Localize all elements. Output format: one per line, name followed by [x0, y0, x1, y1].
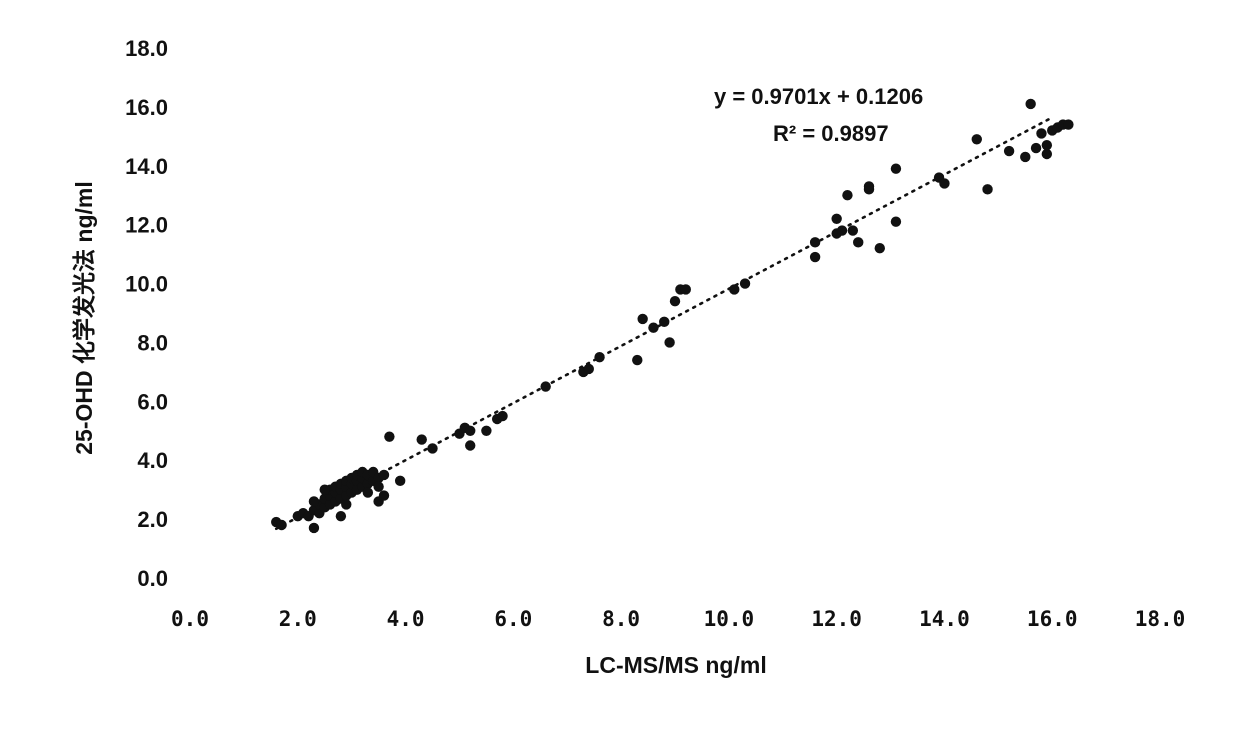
- data-point: [853, 237, 863, 247]
- data-point: [864, 181, 874, 191]
- data-point: [632, 355, 642, 365]
- data-point: [379, 490, 389, 500]
- x-tick-label: 6.0: [494, 607, 532, 631]
- data-point: [891, 217, 901, 227]
- x-tick-label: 2.0: [279, 607, 317, 631]
- data-point: [427, 443, 437, 453]
- data-point: [373, 482, 383, 492]
- data-point: [681, 284, 691, 294]
- data-point: [810, 237, 820, 247]
- data-point: [1020, 152, 1030, 162]
- x-tick-label: 16.0: [1027, 607, 1078, 631]
- data-point: [395, 476, 405, 486]
- data-point: [320, 484, 330, 494]
- data-point: [670, 296, 680, 306]
- data-point: [465, 440, 475, 450]
- data-point: [659, 317, 669, 327]
- data-point: [594, 352, 604, 362]
- y-tick-labels: 0.0 2.0 4.0 6.0 8.0 10.0 12.0 14.0 16.0 18.0: [125, 36, 168, 591]
- y-tick-label: 8.0: [137, 330, 168, 355]
- data-point: [584, 364, 594, 374]
- x-tick-label: 8.0: [602, 607, 640, 631]
- x-axis-label: LC-MS/MS ng/ml: [585, 652, 766, 678]
- data-point: [740, 278, 750, 288]
- data-point: [837, 225, 847, 235]
- data-point: [810, 252, 820, 262]
- data-point: [982, 184, 992, 194]
- x-tick-label: 10.0: [704, 607, 755, 631]
- r-squared-annotation: R² = 0.9897: [773, 121, 889, 146]
- y-tick-label: 10.0: [125, 272, 168, 297]
- data-point: [276, 520, 286, 530]
- equation-annotation: y = 0.9701x + 0.1206: [714, 84, 923, 109]
- data-point: [637, 314, 647, 324]
- y-tick-label: 14.0: [125, 154, 168, 179]
- data-point: [729, 284, 739, 294]
- x-tick-label: 18.0: [1135, 607, 1186, 631]
- data-point: [1025, 99, 1035, 109]
- y-tick-label: 4.0: [137, 448, 168, 473]
- y-tick-label: 0.0: [137, 566, 168, 591]
- data-point: [336, 511, 346, 521]
- data-point: [417, 434, 427, 444]
- data-point: [848, 225, 858, 235]
- data-point: [379, 470, 389, 480]
- data-point: [831, 214, 841, 224]
- data-point: [1042, 140, 1052, 150]
- x-tick-labels: 0.0 2.0 4.0 6.0 8.0 10.0 12.0 14.0 16.0 18.0: [171, 607, 1185, 631]
- data-point: [648, 323, 658, 333]
- data-point: [384, 431, 394, 441]
- data-point: [309, 496, 319, 506]
- data-point: [875, 243, 885, 253]
- data-point: [363, 487, 373, 497]
- data-point: [891, 164, 901, 174]
- data-point: [842, 190, 852, 200]
- data-point: [465, 426, 475, 436]
- y-tick-label: 12.0: [125, 213, 168, 238]
- y-tick-label: 18.0: [125, 36, 168, 61]
- x-tick-label: 14.0: [919, 607, 970, 631]
- data-point: [1031, 143, 1041, 153]
- data-point: [664, 337, 674, 347]
- y-tick-label: 16.0: [125, 95, 168, 120]
- x-tick-label: 12.0: [811, 607, 862, 631]
- y-axis-label: 25-OHD 化学发光法 ng/ml: [71, 181, 97, 454]
- data-point: [341, 499, 351, 509]
- x-tick-label: 0.0: [171, 607, 209, 631]
- y-tick-label: 2.0: [137, 507, 168, 532]
- data-point: [497, 411, 507, 421]
- x-tick-label: 4.0: [387, 607, 425, 631]
- data-point: [972, 134, 982, 144]
- data-point: [540, 381, 550, 391]
- data-point: [1036, 128, 1046, 138]
- data-point: [1063, 119, 1073, 129]
- data-point: [939, 178, 949, 188]
- data-point: [481, 426, 491, 436]
- data-point: [309, 523, 319, 533]
- data-point: [1004, 146, 1014, 156]
- y-tick-label: 6.0: [137, 389, 168, 414]
